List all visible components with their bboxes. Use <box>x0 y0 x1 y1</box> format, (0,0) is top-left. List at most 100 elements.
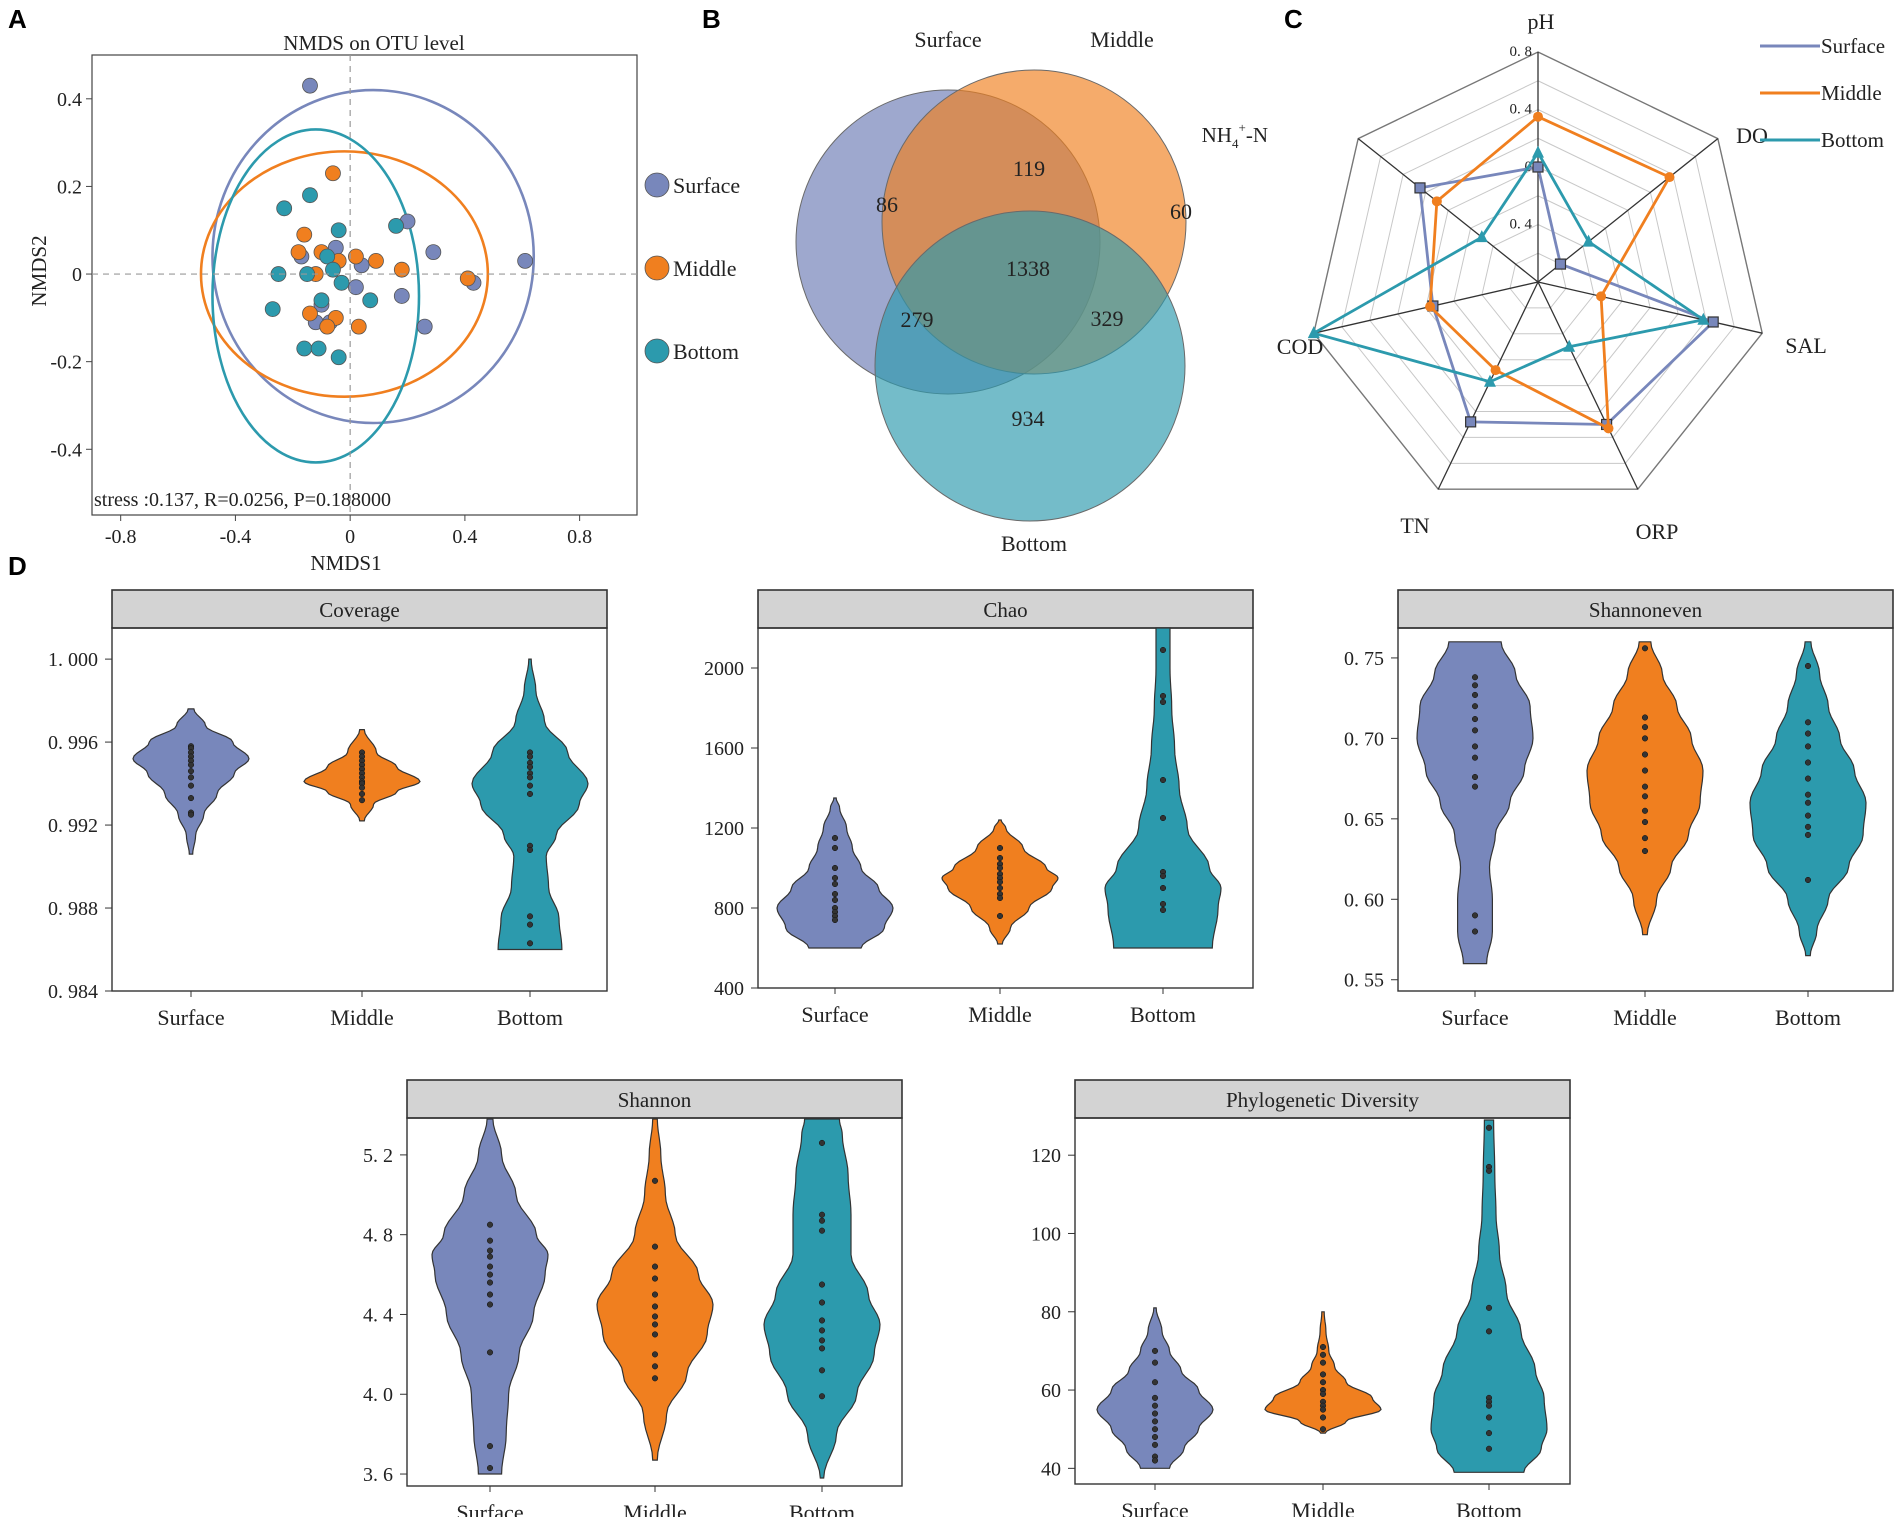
radar-axis-labels: pH DO SAL ORP TN COD <box>1277 9 1827 544</box>
radar-grid-ring <box>1481 223 1595 335</box>
violin-point-bottom <box>818 1139 826 1146</box>
radar-axis-label-tn: TN <box>1400 513 1429 538</box>
violin-point-surface <box>486 1247 494 1254</box>
violin-x-tick-label-middle: Middle <box>968 1002 1032 1027</box>
violin-point-bottom <box>1485 1414 1493 1421</box>
violin-point-bottom <box>818 1367 826 1374</box>
violin-chart-chao: Chao 2000 1600 1200 800 400 Surface Middle Botto… <box>704 589 1254 1027</box>
violin-x-tick-label-surface: Surface <box>1121 1498 1188 1517</box>
radar-legend: Surface Middle Bottom <box>1760 34 1885 152</box>
violin-x-tick-label-surface: Surface <box>1441 1005 1508 1030</box>
nmds-point-bottom <box>276 200 293 217</box>
violin-point-middle <box>651 1363 659 1370</box>
violin-point-bottom <box>818 1345 826 1352</box>
violin-point-bottom <box>526 763 534 771</box>
violin-point-bottom <box>1159 698 1167 706</box>
violin-point-surface <box>831 916 839 924</box>
violin-point-bottom <box>1159 906 1167 914</box>
violin-point-middle <box>1319 1426 1327 1433</box>
violin-point-surface <box>486 1291 494 1298</box>
violin-y-tick-label: 0. 992 <box>48 815 98 837</box>
nmds-point-bottom <box>362 292 379 309</box>
violin-point-bottom <box>1804 823 1812 830</box>
violin-point-middle <box>651 1321 659 1328</box>
radar-grid-ring <box>1341 80 1735 464</box>
nmds-y-tick-label: -0.2 <box>50 352 82 374</box>
radar-tick-label: 0. 8 <box>1510 44 1533 60</box>
violin-point-bottom <box>818 1211 826 1218</box>
violin-title-strip <box>1397 589 1894 629</box>
violin-point-bottom <box>818 1217 826 1224</box>
violin-point-bottom <box>1804 719 1812 726</box>
venn-label-middle: Middle <box>1090 27 1154 52</box>
radar-tick-label: 0. 4 <box>1510 217 1533 233</box>
nmds-legend-marker-middle <box>644 255 670 281</box>
violin-point-middle <box>996 844 1004 852</box>
venn-count-middle-only: 60 <box>1170 199 1192 224</box>
radar-marker-surface <box>1414 182 1426 194</box>
violin-point-middle <box>996 878 1004 886</box>
venn-count-surface-only: 86 <box>876 192 898 217</box>
radar-grid-ring <box>1397 137 1679 413</box>
violin-y-tick-label: 3. 6 <box>363 1464 393 1486</box>
radar-axis-label-ph: pH <box>1528 9 1555 34</box>
violin-point-bottom <box>1159 884 1167 892</box>
violin-point-middle <box>1641 645 1649 652</box>
venn-count-middle-bottom: 329 <box>1091 306 1124 331</box>
radar-line-surface <box>1418 165 1716 426</box>
violin-point-surface <box>486 1221 494 1228</box>
violin-point-surface <box>187 811 195 818</box>
radar-marker-middle <box>1664 172 1675 183</box>
venn-circle-bottom <box>874 210 1186 522</box>
violin-title-strip <box>406 1079 903 1119</box>
radar-marker-bottom <box>1697 312 1710 325</box>
violin-x-tick-label-middle: Middle <box>623 1500 687 1517</box>
violin-point-surface <box>1151 1457 1159 1464</box>
violin-point-surface <box>486 1464 494 1472</box>
violin-point-middle <box>1319 1343 1327 1351</box>
violin-plot-frame <box>111 627 608 992</box>
nmds-legend-label-surface: Surface <box>673 173 740 198</box>
violin-point-surface <box>831 864 839 872</box>
violin-y-tick-label: 4. 8 <box>363 1225 393 1247</box>
violin-shape-surface <box>776 797 894 949</box>
violin-point-surface <box>1151 1418 1159 1425</box>
violin-point-middle <box>651 1331 659 1338</box>
violin-point-surface <box>1471 727 1479 734</box>
violin-title: Coverage <box>319 598 399 622</box>
nmds-point-middle <box>459 270 476 287</box>
radar-tick-label: 0. 4 <box>1510 102 1533 118</box>
violin-point-bottom <box>1485 1430 1493 1437</box>
violin-x-tick-label-bottom: Bottom <box>1456 1498 1522 1517</box>
violin-y-tick-label: 120 <box>1031 1145 1061 1167</box>
nmds-point-middle <box>368 253 384 269</box>
violin-shape-bottom <box>1430 1119 1548 1473</box>
violin-y-tick-label: 0. 55 <box>1344 970 1384 992</box>
radar-marker-bottom <box>1475 230 1488 243</box>
violin-point-middle <box>1641 847 1649 855</box>
radar-grid-ring <box>1425 166 1651 387</box>
violin-chart-coverage: Coverage 1. 000 0. 996 0. 992 0. 988 0. 984 Su… <box>48 589 608 1030</box>
nmds-y-tick-label: -0.4 <box>50 439 82 461</box>
violin-point-middle <box>1641 793 1649 800</box>
nmds-point-surface <box>393 288 410 304</box>
violin-point-middle <box>1641 819 1649 826</box>
radar-marker-bottom <box>1582 234 1595 247</box>
violin-point-bottom <box>1485 1402 1493 1409</box>
violin-point-surface <box>1151 1410 1159 1417</box>
violin-y-tick-label: 4. 4 <box>363 1304 393 1326</box>
nmds-x-axis: -0.8 -0.4 0 0.4 0.8 <box>105 515 592 548</box>
nmds-points <box>264 77 534 366</box>
violin-point-bottom <box>1804 775 1812 782</box>
radar-marker-middle <box>1425 301 1436 312</box>
violin-y-tick-label: 0. 60 <box>1344 889 1384 911</box>
violin-y-tick-label: 800 <box>714 898 744 920</box>
radar-grid-ring <box>1313 51 1763 490</box>
violin-point-bottom <box>818 1299 826 1306</box>
violin-y-tick-label: 0. 984 <box>48 981 98 1003</box>
violin-point-middle <box>651 1303 659 1310</box>
radar-axis-label-sal: SAL <box>1785 333 1827 358</box>
violin-point-middle <box>1641 767 1649 774</box>
violin-point-middle <box>1641 783 1649 790</box>
